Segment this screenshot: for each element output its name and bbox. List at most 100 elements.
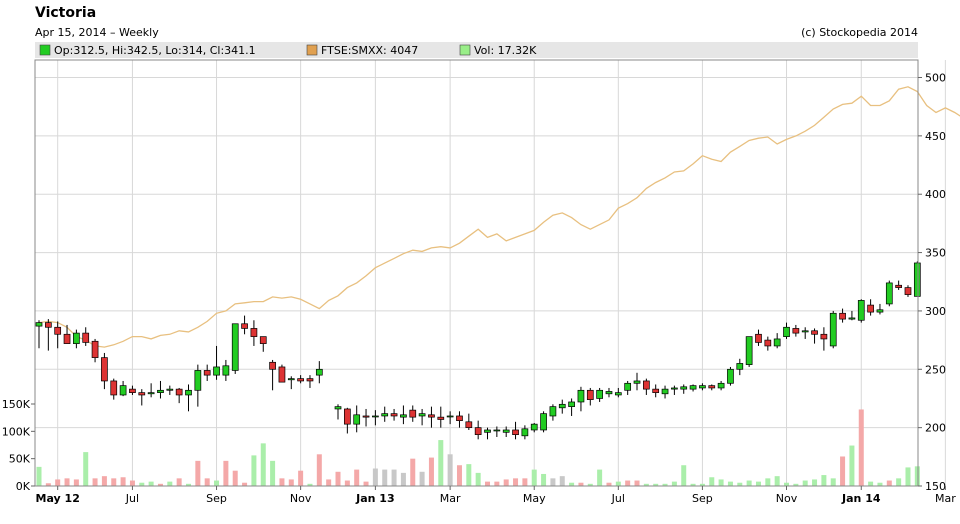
candle-body: [213, 366, 220, 376]
volume-bar: [681, 465, 687, 486]
volume-bar: [737, 482, 743, 486]
candle-body: [783, 326, 790, 337]
volume-bar: [456, 465, 462, 486]
volume-bar: [671, 481, 677, 486]
price-axis: 150 200 250 300 350 400 450 500: [918, 72, 946, 493]
candle: [278, 364, 286, 383]
volume-bar: [335, 471, 341, 486]
candle-body: [885, 282, 893, 305]
volume-bar: [316, 454, 322, 486]
volume-bar: [840, 456, 846, 486]
volume-bar: [410, 458, 416, 486]
price-tick-label: 450: [925, 130, 946, 143]
volume-bar: [914, 466, 920, 486]
volume-bar: [260, 443, 266, 486]
volume-bar: [541, 473, 547, 486]
candle: [586, 387, 594, 406]
volume-bar: [232, 470, 238, 486]
candle: [147, 383, 155, 398]
candle: [680, 384, 688, 394]
volume-bar: [690, 483, 696, 486]
candle: [306, 375, 314, 388]
volume-bar: [307, 483, 313, 486]
candle: [63, 324, 71, 344]
candle: [708, 384, 716, 391]
time-tick-label: Sep: [206, 492, 227, 505]
volume-bar: [699, 483, 705, 486]
candle: [633, 372, 641, 391]
volume-tick-label: 100K: [2, 425, 31, 438]
candle: [456, 411, 463, 428]
candle-body: [895, 284, 902, 288]
candle: [792, 324, 800, 337]
candle: [409, 405, 417, 422]
candle: [643, 378, 650, 395]
candle: [484, 427, 491, 440]
candle-body: [446, 415, 454, 418]
candle-body: [456, 415, 463, 421]
price-tick-label: 250: [925, 363, 946, 376]
volume-bar: [204, 478, 210, 486]
candle: [913, 261, 921, 297]
volume-bar: [662, 483, 668, 486]
chart-subtitle: Apr 15, 2014 – Weekly: [35, 26, 159, 39]
candle: [502, 426, 510, 437]
candle: [652, 384, 660, 398]
candle: [801, 327, 809, 339]
candle: [811, 328, 818, 344]
candle-body: [73, 332, 80, 344]
volume-bar: [746, 480, 752, 486]
candle: [839, 308, 846, 323]
volume-bar: [774, 476, 780, 486]
candle: [138, 389, 146, 406]
time-axis: May 12 Jul Sep Nov Jan 13 Mar May Jul Sep Nov Jan …: [36, 486, 956, 505]
candle-body: [512, 429, 519, 435]
candle: [259, 336, 267, 352]
candle-body: [157, 389, 164, 393]
volume-tick-label: 0K: [16, 480, 31, 493]
volume-bar: [905, 467, 911, 486]
volume-bar: [830, 478, 836, 486]
price-tick-label: 500: [925, 72, 946, 85]
candle: [521, 425, 529, 440]
candle: [194, 364, 202, 407]
candle-body: [586, 389, 594, 400]
candle: [241, 315, 248, 335]
candle-body: [259, 336, 267, 344]
candle-body: [876, 309, 884, 313]
legend-label-ohlc: Op:312.5, Hi:342.5, Lo:314, Cl:341.1: [54, 44, 256, 57]
candle-body: [334, 406, 342, 410]
candle-body: [530, 423, 538, 431]
volume-bar: [279, 478, 285, 486]
volume-bar: [643, 483, 649, 486]
candle-body: [521, 428, 529, 437]
candle: [530, 422, 538, 433]
volume-bar: [120, 477, 126, 486]
candle-body: [185, 389, 192, 396]
candle: [755, 329, 762, 346]
volume-bar: [447, 454, 453, 486]
volume-bar: [886, 480, 892, 486]
candle: [334, 404, 342, 420]
volume-bar: [148, 481, 154, 486]
volume-tick-label: 50K: [9, 453, 31, 466]
legend-bar: [35, 42, 918, 58]
candle-body: [792, 328, 800, 334]
volume-bar: [363, 481, 369, 486]
candle: [157, 380, 164, 399]
volume-bar: [186, 483, 192, 486]
candle-body: [839, 312, 846, 320]
volume-bar: [400, 472, 406, 486]
candle-body: [549, 406, 557, 417]
legend-swatch-ohlc: [39, 44, 51, 56]
candle: [727, 366, 734, 386]
volume-bar: [485, 481, 491, 486]
candle: [175, 387, 183, 404]
candle-body: [614, 392, 622, 396]
candle: [82, 327, 90, 346]
volume-bar: [784, 482, 790, 486]
volume-bar: [36, 466, 42, 486]
candle: [689, 384, 697, 392]
volume-bar: [877, 482, 883, 486]
volume-axis: 0K 50K 100K 150K: [2, 398, 35, 493]
